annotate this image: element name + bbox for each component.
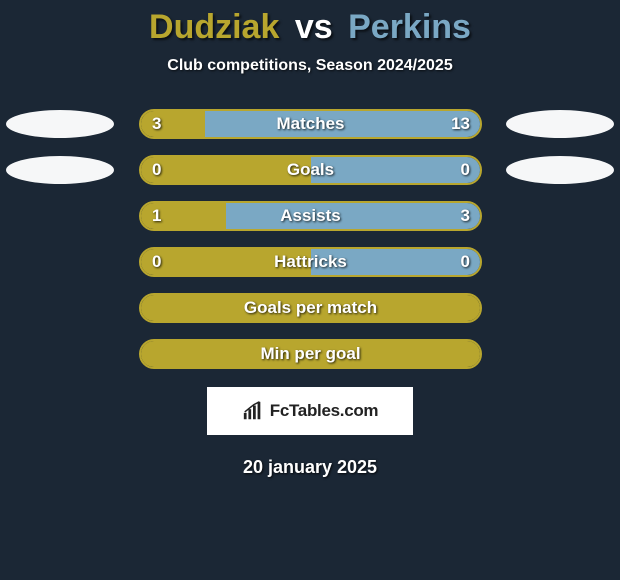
date-text: 20 january 2025 bbox=[0, 457, 620, 478]
stat-row: Assists13 bbox=[0, 201, 620, 231]
stat-fill-left bbox=[141, 203, 226, 229]
stat-fill-right bbox=[311, 157, 481, 183]
stat-fill-right bbox=[226, 203, 480, 229]
stat-fill-left bbox=[141, 157, 311, 183]
stat-fill-left bbox=[141, 111, 205, 137]
comparison-card: Dudziak vs Perkins Club competitions, Se… bbox=[0, 0, 620, 478]
stat-fill-right bbox=[205, 111, 480, 137]
player1-badge-placeholder bbox=[6, 156, 114, 184]
stat-row: Goals00 bbox=[0, 155, 620, 185]
stat-fill-left bbox=[141, 341, 480, 367]
stat-bar bbox=[139, 247, 482, 277]
stat-row: Min per goal bbox=[0, 339, 620, 369]
chart-icon bbox=[242, 400, 264, 422]
stat-rows: Matches313 Goals00 Assists13 Hattricks00 Goa… bbox=[0, 109, 620, 369]
title-row: Dudziak vs Perkins bbox=[0, 8, 620, 47]
stat-bar bbox=[139, 339, 482, 369]
player2-name: Perkins bbox=[348, 8, 471, 46]
stat-bar bbox=[139, 201, 482, 231]
stat-row: Goals per match bbox=[0, 293, 620, 323]
stat-row: Hattricks00 bbox=[0, 247, 620, 277]
brand-badge: FcTables.com bbox=[207, 387, 413, 435]
stat-fill-left bbox=[141, 295, 480, 321]
stat-fill-right bbox=[311, 249, 481, 275]
player2-badge-placeholder bbox=[506, 156, 614, 184]
stat-bar bbox=[139, 293, 482, 323]
stat-bar bbox=[139, 109, 482, 139]
player1-name: Dudziak bbox=[149, 8, 279, 46]
stat-fill-left bbox=[141, 249, 311, 275]
brand-text: FcTables.com bbox=[270, 401, 379, 421]
subtitle: Club competitions, Season 2024/2025 bbox=[0, 57, 620, 75]
player2-badge-placeholder bbox=[506, 110, 614, 138]
player1-badge-placeholder bbox=[6, 110, 114, 138]
stat-bar bbox=[139, 155, 482, 185]
stat-row: Matches313 bbox=[0, 109, 620, 139]
vs-label: vs bbox=[295, 8, 333, 46]
